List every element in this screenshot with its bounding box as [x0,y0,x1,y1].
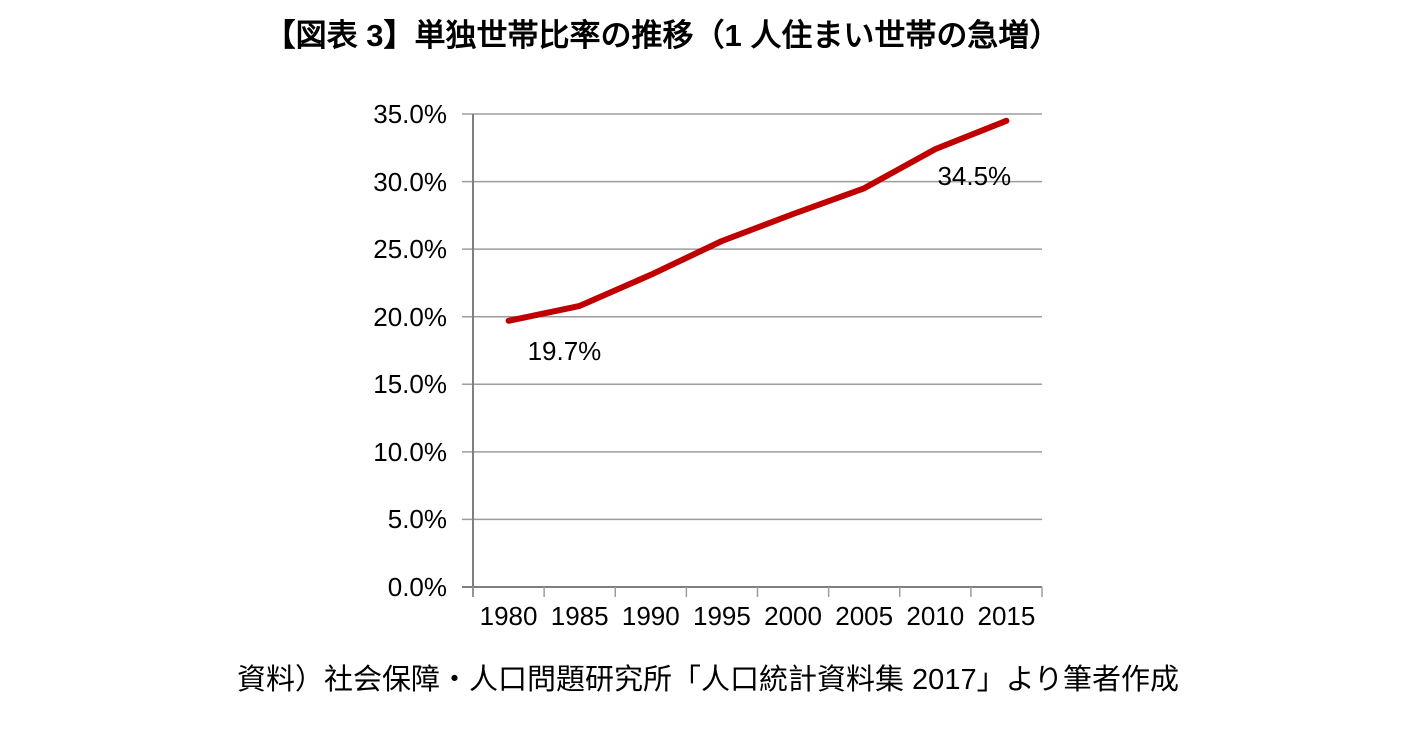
y-tick-label: 35.0% [373,99,447,129]
y-tick-label: 15.0% [373,369,447,400]
series-line [505,117,1010,324]
y-tick-label: 0.0% [387,572,447,602]
chart-title: 【図表 3】単独世帯比率の推移（1 人住まい世帯の急増） [264,18,1061,53]
x-tick-label: 2015 [977,601,1036,631]
source-note: 資料）社会保障・人口問題研究所「人口統計資料集 2017」より筆者作成 [237,664,1179,696]
y-tick-label: 25.0% [373,234,447,265]
x-tick-label: 2005 [835,601,894,631]
y-tick-label: 20.0% [373,301,447,332]
x-tick-label: 1980 [479,601,538,631]
x-tick-label: 1995 [693,601,751,631]
x-tick-label: 1985 [550,601,609,631]
data-point-label: 34.5% [937,160,1012,191]
line-chart-plot-area [462,113,1043,597]
data-point-label: 19.7% [527,335,602,366]
y-tick-label: 10.0% [373,436,447,467]
x-tick-label: 2000 [764,601,822,631]
y-tick-label: 5.0% [387,504,447,535]
y-tick-label: 30.0% [373,166,447,197]
x-tick-label: 2010 [906,601,965,631]
x-tick-label: 1990 [621,601,680,631]
